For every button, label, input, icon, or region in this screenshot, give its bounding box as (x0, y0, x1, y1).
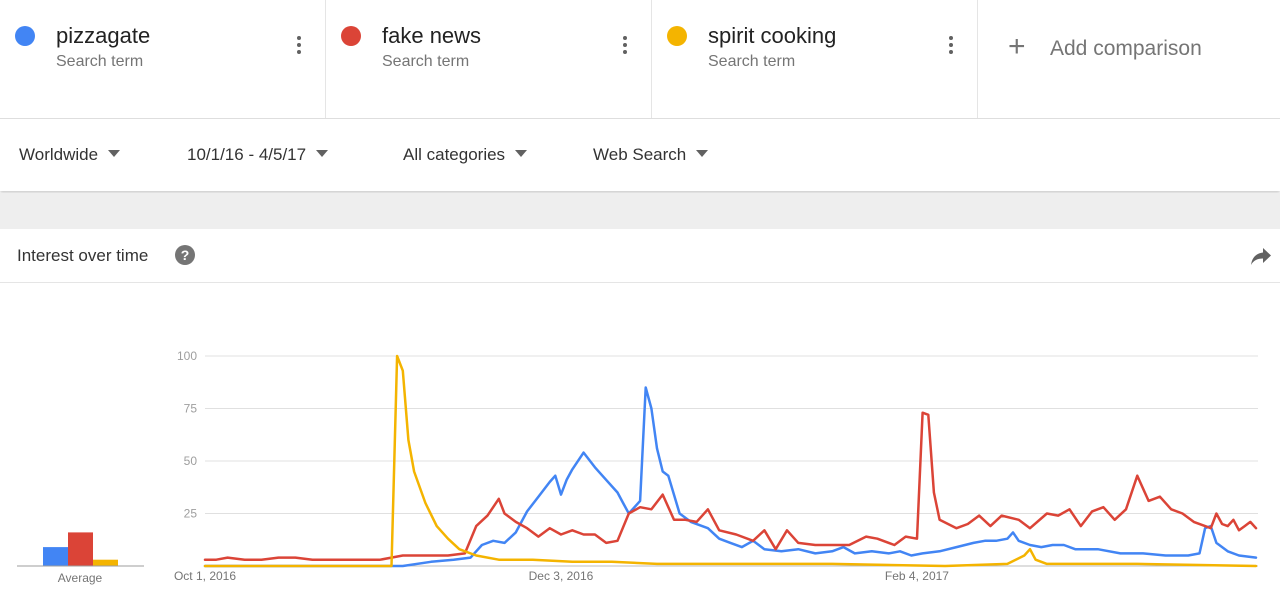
more-vert-icon[interactable] (623, 36, 627, 56)
term-type-label: Search term (56, 53, 144, 70)
category-label: All categories (403, 145, 506, 164)
series-line-spirit-cooking (203, 354, 1258, 568)
term-fake-news[interactable]: fake news Search term (326, 0, 652, 118)
dropdown-arrow-icon (108, 150, 121, 158)
y-tick-label: 100 (177, 349, 197, 363)
card-title: Interest over time (17, 246, 149, 265)
y-tick-label: 50 (184, 454, 198, 468)
term-type-label: Search term (708, 53, 796, 70)
average-bar-pizzagate (43, 547, 68, 566)
search-terms-bar: pizzagate Search term fake news Search t… (0, 0, 1280, 119)
y-gridlines: 25 50 75 100 (177, 349, 1258, 567)
region-label: Worldwide (19, 145, 99, 164)
dropdown-arrow-icon (515, 150, 528, 158)
card-header: Interest over time ? (0, 229, 1280, 283)
search-type-dropdown[interactable]: Web Search (593, 145, 709, 165)
term-name[interactable]: spirit cooking (708, 23, 837, 48)
interest-over-time-chart: Average 25 50 75 100 Oct 1, 2016 Dec 3, 2016… (17, 349, 1258, 585)
series-line-fake-news (203, 411, 1258, 561)
average-label: Average (58, 571, 103, 585)
series-color-dot (15, 26, 35, 46)
term-type-label: Search term (382, 53, 470, 70)
average-bar-spirit-cooking (93, 559, 118, 566)
x-tick-label: Dec 3, 2016 (529, 569, 594, 583)
section-divider (0, 193, 1280, 229)
x-axis-ticks: Oct 1, 2016 Dec 3, 2016 Feb 4, 2017 (174, 569, 949, 583)
term-spirit-cooking[interactable]: spirit cooking Search term (652, 0, 978, 118)
date-range-dropdown[interactable]: 10/1/16 - 4/5/17 (187, 145, 329, 165)
x-tick-label: Oct 1, 2016 (174, 569, 236, 583)
search-type-label: Web Search (593, 145, 687, 164)
series-lines (203, 354, 1258, 568)
y-tick-label: 25 (184, 507, 198, 521)
x-tick-label: Feb 4, 2017 (885, 569, 949, 583)
add-comparison-button[interactable]: + Add comparison (978, 0, 1280, 118)
category-dropdown[interactable]: All categories (403, 145, 528, 165)
help-icon[interactable]: ? (175, 245, 195, 265)
term-name[interactable]: pizzagate (56, 23, 151, 48)
filter-bar: Worldwide 10/1/16 - 4/5/17 All categorie… (0, 119, 1280, 191)
series-color-dot (667, 26, 687, 46)
series-color-dot (341, 26, 361, 46)
term-name[interactable]: fake news (382, 23, 482, 48)
average-bar-fake-news (68, 532, 93, 566)
term-pizzagate[interactable]: pizzagate Search term (0, 0, 326, 118)
plus-icon: + (1008, 30, 1026, 63)
more-vert-icon[interactable] (297, 36, 301, 56)
series-line-pizzagate (203, 386, 1258, 568)
average-bars (43, 532, 118, 566)
region-dropdown[interactable]: Worldwide (19, 145, 121, 165)
add-comparison-label: Add comparison (1050, 37, 1202, 60)
y-tick-label: 75 (184, 402, 198, 416)
share-icon[interactable] (1250, 247, 1272, 267)
dropdown-arrow-icon (696, 150, 709, 158)
dropdown-arrow-icon (316, 150, 329, 158)
date-range-label: 10/1/16 - 4/5/17 (187, 145, 307, 164)
more-vert-icon[interactable] (949, 36, 953, 56)
